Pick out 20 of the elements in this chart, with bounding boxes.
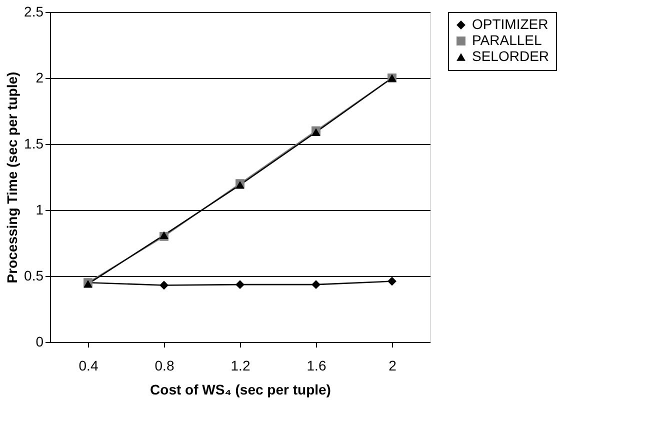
legend-label: OPTIMIZER (472, 16, 548, 32)
y-tick-label: 2 (36, 70, 44, 86)
legend-label: PARALLEL (472, 32, 542, 48)
y-tick-label: 2.5 (24, 4, 44, 20)
point (312, 280, 320, 290)
y-tick-label: 1 (36, 202, 44, 218)
x-tick-label: 0.8 (154, 358, 174, 374)
y-tick-label: 0 (36, 334, 44, 350)
x-tick-label: 1.2 (230, 358, 250, 374)
x-tick-label: 2 (388, 358, 397, 374)
point (388, 276, 396, 286)
x-tick-label: 0.4 (78, 358, 98, 374)
point (236, 280, 244, 290)
legend-label: SELORDER (472, 48, 550, 64)
y-tick-label: 1.5 (24, 136, 44, 152)
point (160, 280, 168, 290)
y-axis-title: Processing Time (sec per tuple) (4, 72, 20, 284)
x-tick-label: 1.6 (306, 358, 326, 374)
y-tick-label: 0.5 (24, 268, 44, 284)
x-axis-title: Cost of WS₄ (sec per tuple) (150, 382, 331, 398)
